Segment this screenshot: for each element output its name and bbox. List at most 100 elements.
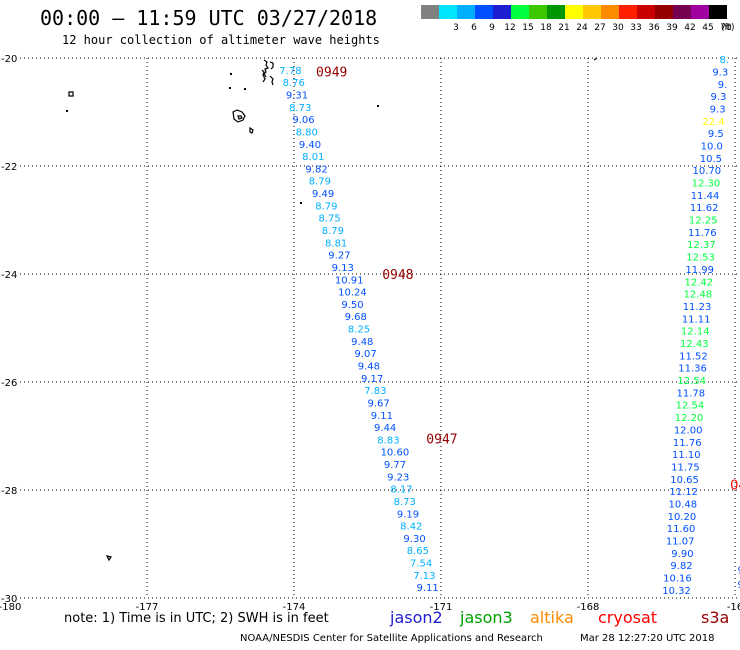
wave-height-value: 9.48 (358, 361, 380, 372)
wave-height-value: 11.36 (678, 364, 707, 375)
legend-swatch (619, 5, 637, 19)
wave-height-value: 9.19 (397, 509, 419, 520)
wave-height-value: 9.77 (384, 460, 406, 471)
satellite-name-cryosat: cryosat (598, 608, 658, 627)
wave-height-value: 9.23 (387, 472, 409, 483)
lon-tick-label: -174 (283, 602, 306, 613)
legend-label: 21 (558, 23, 570, 33)
wave-height-value: 9.13 (332, 263, 354, 274)
wave-height-value: 12.14 (681, 327, 710, 338)
wave-height-value: 11.60 (667, 524, 696, 535)
wave-height-value: 9.49 (312, 189, 334, 200)
island-outline (593, 57, 598, 61)
island-dot (229, 87, 231, 89)
legend-swatch (583, 5, 601, 19)
wave-height-value: 9.31 (286, 91, 308, 102)
wave-height-value: 8.65 (407, 546, 429, 557)
wave-height-value: 11.44 (691, 191, 720, 202)
wave-height-value: 8.73 (289, 103, 311, 114)
wave-height-value: 8.80 (296, 127, 318, 138)
legend-swatch (475, 5, 493, 19)
lat-tick-label: -24 (1, 270, 17, 281)
edge-value: 04 (730, 479, 740, 494)
wave-height-value: 8.79 (322, 226, 344, 237)
wave-height-value: 11.12 (669, 487, 698, 498)
satellite-name-jason3: jason3 (460, 608, 513, 627)
lon-tick-label: -16 (727, 602, 740, 613)
footer-note: note: 1) Time is in UTC; 2) SWH is in fe… (64, 611, 329, 626)
legend-swatch (547, 5, 565, 19)
edge-value: 9 (737, 580, 740, 591)
legend-label: 12 (504, 23, 516, 33)
wave-height-value: 8.01 (302, 152, 324, 163)
island-dot (66, 110, 68, 112)
wave-height-value: 12.53 (686, 253, 715, 264)
legend-label: 27 (594, 23, 606, 33)
wave-height-value: 9.11 (417, 583, 439, 594)
wave-height-value: 9.3 (712, 67, 728, 78)
wave-height-value: 11.78 (676, 388, 705, 399)
legend-swatch (511, 5, 529, 19)
legend-swatch (655, 5, 673, 19)
wave-height-value: 9.50 (341, 300, 363, 311)
wave-height-value: 8.79 (309, 177, 331, 188)
legend-swatch (493, 5, 511, 19)
pass-time-label: 0947 (426, 433, 457, 448)
legend-label: 42 (684, 23, 696, 33)
legend-label: 70 (720, 23, 732, 33)
legend-swatch (673, 5, 691, 19)
wave-height-value: 10.24 (338, 288, 367, 299)
legend-swatch (457, 5, 475, 19)
wave-height-value: 10.0 (701, 141, 723, 152)
wave-height-value: 12.54 (677, 376, 706, 387)
wave-height-value: 12.42 (684, 277, 713, 288)
lat-tick-label: -30 (1, 594, 17, 605)
legend-label: 33 (630, 23, 642, 33)
lat-tick-label: -28 (1, 486, 17, 497)
map-title: 00:00 – 11:59 UTC 03/27/2018 (40, 6, 378, 30)
wave-height-value: 7.54 (410, 559, 432, 570)
wave-height-value: 9.17 (361, 374, 383, 385)
wave-height-value: 9.82 (305, 164, 327, 175)
island-outline (249, 126, 254, 134)
island-outline (232, 109, 246, 123)
legend-swatch (421, 5, 439, 19)
island-outline (237, 115, 243, 120)
wave-height-value: 9.48 (351, 337, 373, 348)
satellite-name-altika: altika (530, 608, 574, 627)
wave-height-value: 10.16 (663, 574, 692, 585)
legend-swatch (601, 5, 619, 19)
wave-height-value: 9.07 (354, 349, 376, 360)
wave-height-value: 9.90 (671, 549, 693, 560)
wave-height-value: 10.32 (662, 586, 691, 597)
lon-tick-label: -177 (136, 602, 159, 613)
lat-tick-label: -20 (1, 54, 17, 65)
wave-height-value: 10.20 (668, 512, 697, 523)
wave-height-value: 11.62 (690, 203, 719, 214)
wave-height-value: 7.78 (279, 66, 301, 77)
lon-tick-label: -168 (577, 602, 600, 613)
island-outline (68, 91, 74, 97)
legend-label: 39 (666, 23, 678, 33)
wave-height-value: 12.43 (680, 339, 709, 350)
wave-height-value: 9.44 (374, 423, 396, 434)
lat-tick-label: -26 (1, 378, 17, 389)
legend-swatch (637, 5, 655, 19)
legend-swatch (709, 5, 727, 19)
wave-height-value: 10.60 (381, 448, 410, 459)
wave-height-value: 10.48 (668, 499, 697, 510)
wave-height-value: 8.25 (348, 325, 370, 336)
legend-label: 3 (453, 23, 459, 33)
map-labels: 7.788.769.318.739.068.809.408.019.828.79… (279, 55, 740, 597)
wave-height-value: 8.42 (400, 522, 422, 533)
wave-height-value: 12.00 (674, 425, 703, 436)
generation-timestamp: Mar 28 12:27:20 UTC 2018 (580, 633, 715, 644)
wave-height-value: 12.25 (689, 216, 718, 227)
wave-height-value: 9.11 (371, 411, 393, 422)
legend-label: 24 (576, 23, 588, 33)
wave-height-value: 11.52 (679, 351, 708, 362)
wave-height-value: 12.48 (684, 290, 713, 301)
wave-height-value: 12.20 (675, 413, 704, 424)
wave-height-value: 9.5 (708, 129, 724, 140)
